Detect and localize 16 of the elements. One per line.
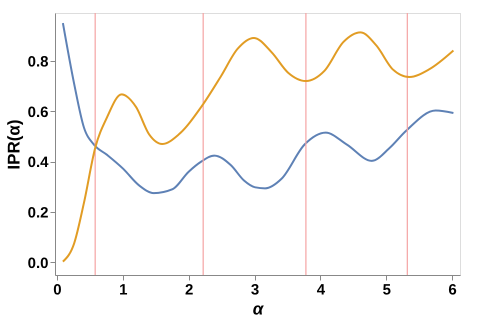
x-tick-label: 4 — [316, 282, 326, 298]
x-tick-label: 0 — [53, 282, 62, 298]
line-series — [62, 22, 454, 194]
y-tick-label: 0.8 — [28, 53, 48, 70]
line-series — [62, 31, 454, 263]
x-tick-label: 6 — [448, 282, 457, 298]
x-tick-label: 5 — [382, 282, 391, 298]
y-tick-label: 0.2 — [28, 204, 48, 222]
x-axis-title: α — [252, 300, 265, 318]
x-tick-label: 3 — [250, 282, 260, 298]
y-tick-label: 0.6 — [28, 104, 48, 121]
x-tick-label: 1 — [119, 282, 128, 298]
y-tick-label: 0.0 — [28, 254, 48, 272]
y-tick-label: 0.4 — [28, 154, 50, 172]
y-axis-title: IPR(α) — [4, 119, 24, 170]
x-tick-label: 2 — [185, 282, 194, 298]
